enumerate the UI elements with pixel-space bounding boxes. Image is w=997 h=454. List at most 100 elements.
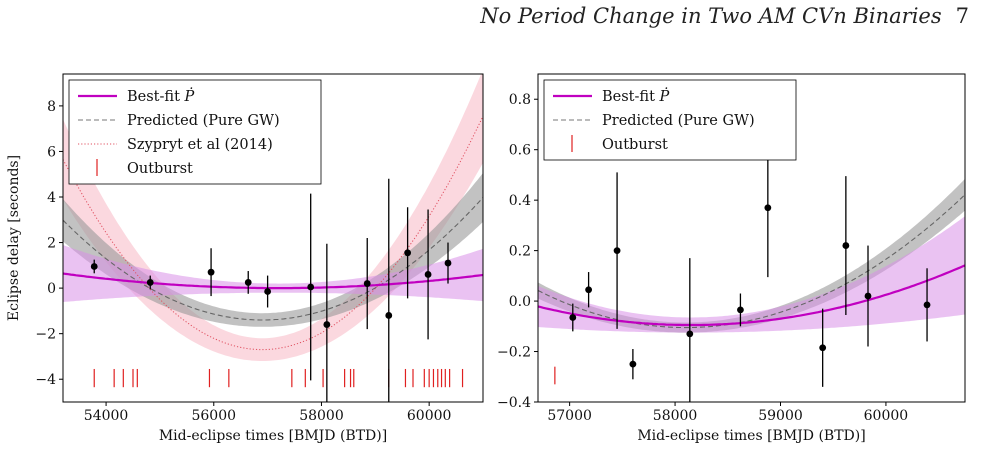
data-marker [923, 301, 931, 309]
y-tick-label: −4 [35, 372, 56, 388]
predicted-curve [63, 197, 483, 321]
x-tick-label: 59000 [758, 408, 803, 424]
x-tick-label: 60000 [407, 408, 452, 424]
legend-label: Predicted (Pure GW) [127, 113, 280, 129]
chart-2: 57000 58000 59000 60000 −0.4 −0.2 0.0 0.2 0.4 0.6… [497, 73, 966, 444]
legend-item: Outburst [96, 159, 193, 177]
y-axis-label: Eclipse delay [seconds] [6, 155, 22, 321]
bestfit-curve [538, 264, 965, 327]
y-tick-label: −0.4 [497, 395, 531, 411]
y-tick-label: 0.2 [509, 244, 531, 260]
data-point [864, 245, 872, 347]
data-point [264, 275, 272, 308]
data-marker [264, 288, 272, 295]
data-point [307, 193, 315, 381]
bestfit-band [63, 245, 483, 302]
data-marker [444, 259, 452, 267]
legend-label: Outburst [602, 137, 668, 153]
data-marker [90, 263, 98, 270]
data-marker [737, 306, 744, 314]
running-header: No Period Change in Two AM CVn Binaries 7 [480, 4, 969, 28]
x-axis-label: Mid-eclipse times [BMJD (BTD)] [637, 428, 865, 444]
data-marker [569, 314, 577, 321]
y-tick-label: 0 [47, 281, 56, 297]
legend-label: Best-fit Ṗ [127, 87, 195, 105]
predicted-band [538, 178, 965, 333]
legend: Best-fit Ṗ Predicted (Pure GW) Outburst [543, 79, 797, 161]
x-tick-label: 56000 [191, 408, 236, 424]
data-marker [307, 283, 315, 291]
data-point [146, 275, 154, 290]
data-point [424, 209, 432, 340]
x-tick-label: 60000 [864, 408, 909, 424]
data-marker [363, 280, 371, 287]
legend-item: Outburst [571, 135, 668, 153]
data-point [613, 172, 621, 329]
data-marker [385, 312, 393, 319]
legend: Best-fit Ṗ Predicted (Pure GW) Szypryt et … [68, 79, 322, 185]
data-point [363, 238, 371, 330]
data-point [764, 138, 772, 278]
legend-label: Best-fit Ṗ [602, 87, 670, 105]
y-tick-label: 4 [47, 190, 56, 206]
data-point [444, 242, 452, 284]
predicted-curve [538, 194, 965, 329]
data-point [207, 248, 215, 297]
y-tick-label: 2 [47, 236, 56, 252]
data-marker [207, 268, 215, 276]
data-marker [819, 344, 827, 352]
y-tick-label: 0.0 [509, 294, 531, 310]
x-tick-label: 58000 [653, 408, 698, 424]
data-point [737, 293, 744, 327]
running-title: No Period Change in Two AM CVn Binaries [480, 4, 942, 28]
data-marker [842, 242, 850, 249]
data-point [686, 258, 694, 402]
y-tick-label: 0.6 [509, 143, 531, 159]
data-marker [323, 321, 331, 328]
data-marker [629, 360, 637, 368]
szypryt-curve [63, 115, 483, 351]
data-point [569, 303, 577, 332]
chart-1: 54000 56000 58000 60000 −4 −2 0 2 4 6 8 Mid-eclipse… [6, 73, 484, 444]
legend-label: Predicted (Pure GW) [602, 113, 755, 129]
legend-box [68, 79, 322, 185]
y-tick-label: −2 [35, 327, 56, 343]
legend-item: Predicted (Pure GW) [553, 113, 755, 129]
data-point [404, 207, 412, 299]
data-marker [864, 292, 872, 300]
y-tick-label: 6 [47, 144, 56, 160]
y-tick-label: −0.2 [497, 345, 531, 361]
data-marker [686, 330, 694, 338]
data-point [385, 178, 393, 402]
legend-item: Best-fit Ṗ [78, 87, 195, 105]
y-tick-label: 0.8 [509, 92, 531, 108]
data-marker [764, 204, 772, 212]
data-marker [244, 279, 252, 286]
data-point [585, 272, 593, 308]
page-number: 7 [955, 4, 969, 28]
x-tick-label: 58000 [299, 408, 344, 424]
data-marker [613, 247, 621, 255]
x-tick-label: 54000 [84, 408, 129, 424]
data-point [842, 176, 850, 315]
data-marker [404, 249, 412, 257]
axes-frame [537, 73, 966, 403]
data-point [244, 271, 252, 294]
data-point [629, 349, 637, 380]
data-marker [585, 286, 593, 294]
legend-item: Predicted (Pure GW) [78, 113, 280, 129]
y-tick-label: 0.4 [509, 193, 531, 209]
legend-item: Best-fit Ṗ [553, 87, 670, 105]
data-point [819, 308, 827, 387]
data-point [323, 243, 331, 402]
plot-area [538, 138, 965, 402]
legend-label: Outburst [127, 161, 193, 177]
axes-frame [62, 73, 484, 403]
data-marker [146, 279, 154, 286]
bestfit-curve [63, 272, 483, 290]
x-axis-label: Mid-eclipse times [BMJD (BTD)] [159, 428, 387, 444]
y-tick-label: 8 [47, 99, 56, 115]
x-tick-label: 57000 [547, 408, 592, 424]
data-point [90, 259, 98, 274]
